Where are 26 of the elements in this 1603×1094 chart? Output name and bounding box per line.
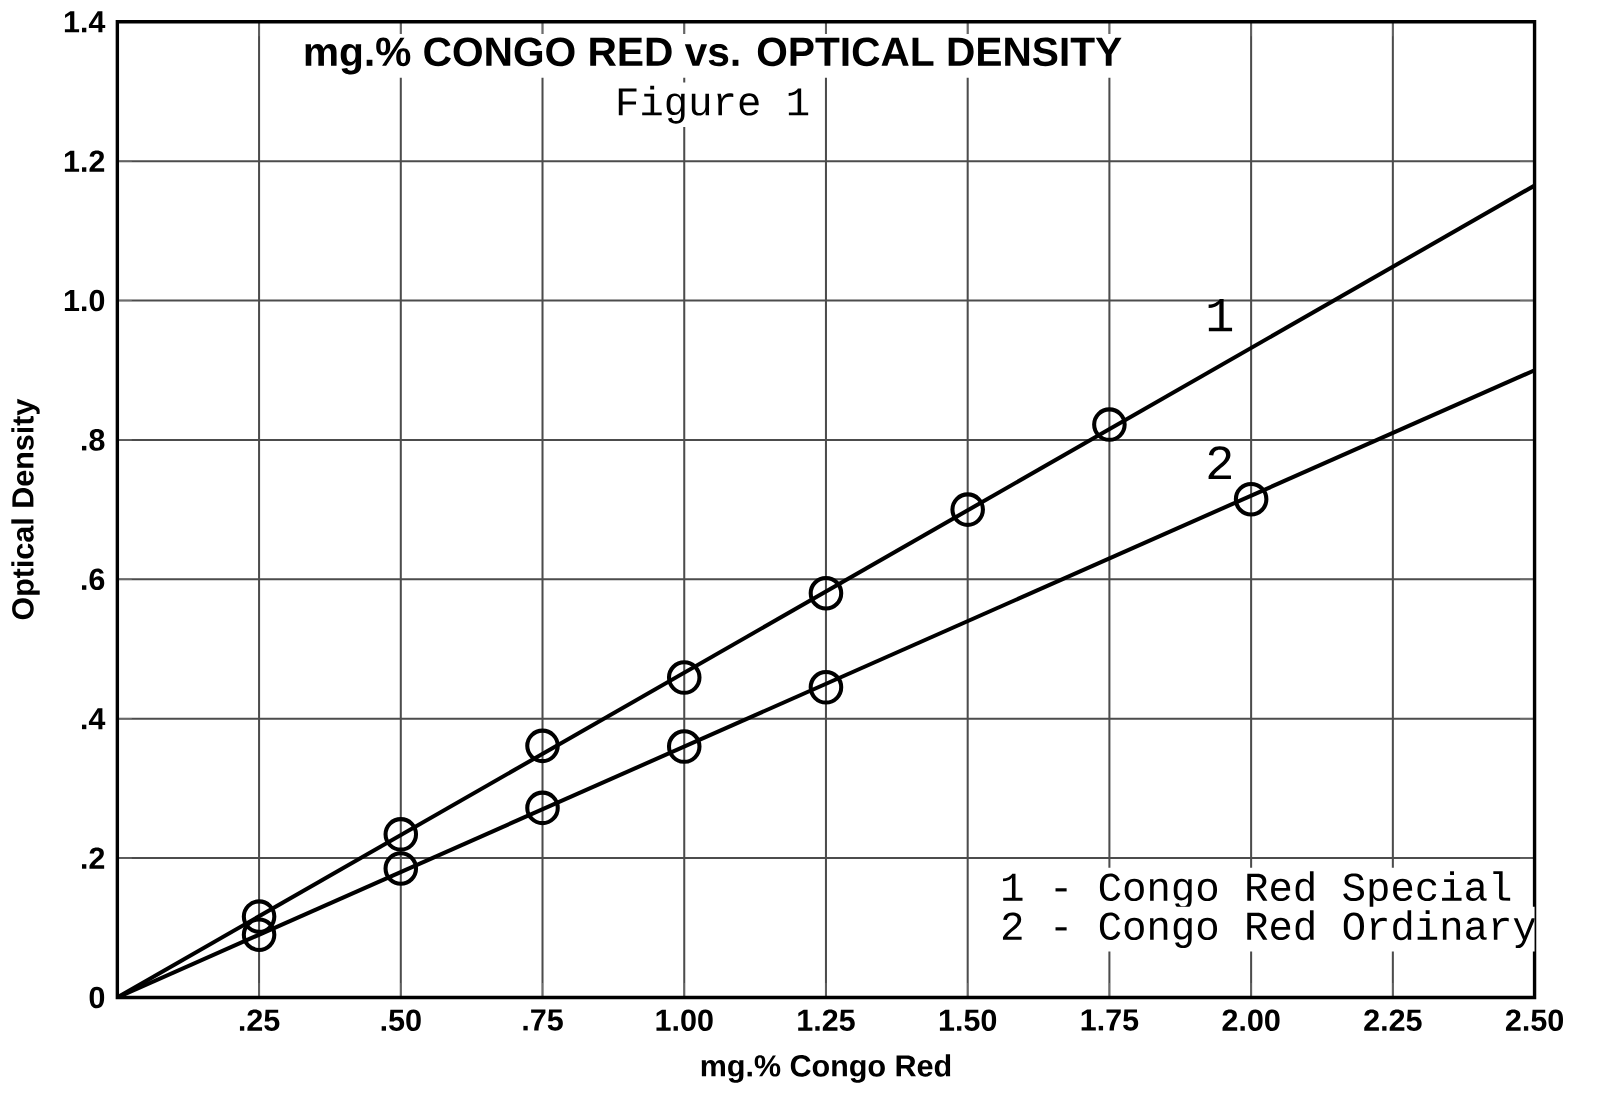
- x-tick-label: 1.75: [1081, 1009, 1139, 1031]
- x-tick-label: .75: [523, 1009, 563, 1031]
- y-axis-title: Optical Density: [11, 398, 40, 620]
- y-tick-label: .2: [82, 847, 105, 869]
- y-tick-label: 1.0: [64, 289, 105, 312]
- series-label: 2: [1208, 446, 1231, 479]
- y-tick-label: 1.2: [64, 150, 105, 172]
- x-tick-label: .50: [381, 1009, 421, 1031]
- series-label: 1: [1208, 299, 1233, 332]
- x-axis-title: mg.% Congo Red: [701, 1054, 951, 1083]
- y-tick-label: 1.4: [64, 11, 106, 33]
- y-tick-label: 0: [89, 986, 105, 1009]
- x-tick-label: 2.25: [1364, 1009, 1422, 1031]
- x-tick-label: 2.00: [1222, 1009, 1280, 1031]
- y-tick-label: .6: [82, 568, 105, 591]
- x-tick-label: 2.50: [1505, 1009, 1564, 1031]
- text: Figure 1: [618, 85, 809, 124]
- x-tick-label: 1.50: [939, 1009, 997, 1031]
- annotation: 1 - Congo Red Special: [1003, 871, 1511, 910]
- y-tick-label: .8: [82, 429, 105, 451]
- x-tick-label: .25: [239, 1009, 280, 1031]
- chart-title: mg.% CONGO RED vs. OPTICAL DENSITY: [305, 37, 1122, 75]
- x-tick-label: 1.00: [656, 1009, 713, 1031]
- x-tick-label: 1.25: [798, 1009, 855, 1031]
- y-tick-label: .4: [82, 708, 106, 730]
- annotation: 2 - Congo Red Ordinary: [1002, 910, 1536, 949]
